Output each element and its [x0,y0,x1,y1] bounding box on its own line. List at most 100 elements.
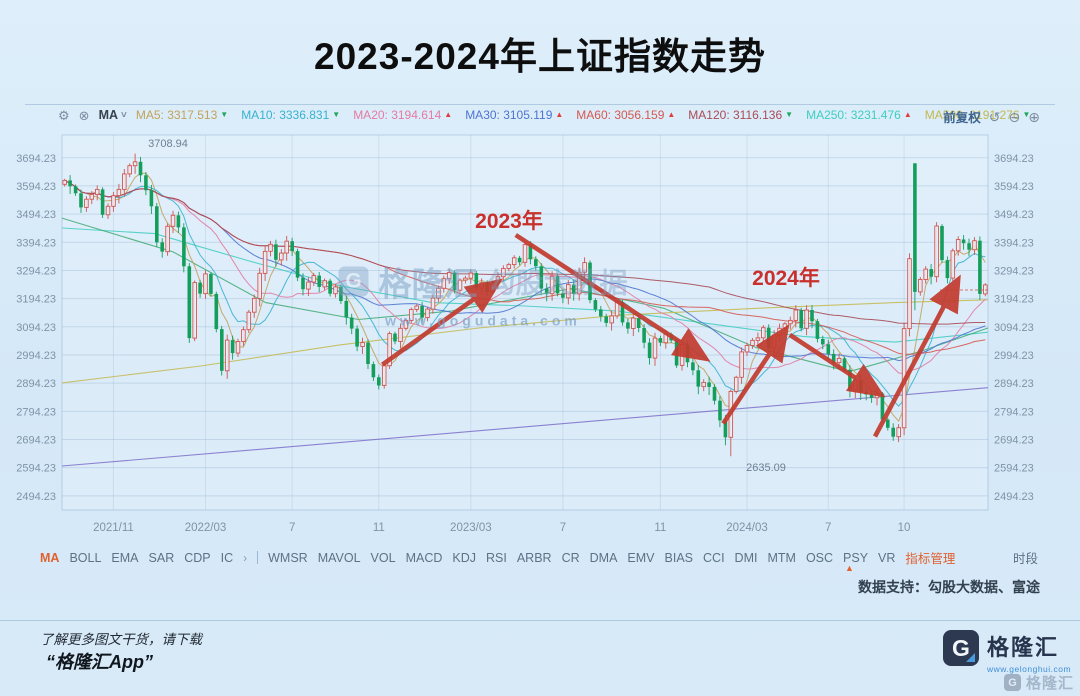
tab-cci[interactable]: CCI [703,550,725,565]
tab-ic[interactable]: IC [220,550,234,565]
chart-toolbar: ⚙ ⊗ MA ˅ MA5: 3317.513 ▼ MA10: 3336.831 ▼ MA… [58,108,1030,122]
ma-legend-ma120: MA120: 3116.136 ▼ [688,108,793,122]
tab-rsi[interactable]: RSI [486,550,507,565]
ma-legend-text: MA120: 3116.136 [688,108,783,122]
svg-text:2023年: 2023年 [475,209,543,233]
ma-menu-label: MA [98,108,119,122]
cursor-pointer-icon: ▲ [845,563,854,573]
svg-text:2494.23: 2494.23 [994,491,1034,503]
ma-legend-text: MA500: 3191.276 [924,108,1020,122]
logo-letter: G [952,634,970,661]
ma-legend-text: MA60: 3056.159 [576,108,665,122]
top-divider [25,104,1055,105]
tab-boll[interactable]: BOLL [69,550,102,565]
svg-text:2594.23: 2594.23 [16,463,56,475]
tab-kdj[interactable]: KDJ [452,550,476,565]
triangle-down-icon: ▼ [1022,110,1031,119]
period-button[interactable]: 时段 [1012,552,1038,566]
svg-text:2694.23: 2694.23 [16,434,56,446]
gelonghui-logo: G 格隆汇 www.gelonghui.com [943,630,1071,674]
zoom-in-icon[interactable]: ⊕ [1028,108,1040,125]
tab-sar[interactable]: SAR [148,550,175,565]
svg-text:3394.23: 3394.23 [994,237,1034,249]
tab-cdp[interactable]: CDP [184,550,211,565]
tab-vr[interactable]: VR [878,550,896,565]
tab-dmi[interactable]: DMI [734,550,758,565]
svg-text:3694.23: 3694.23 [16,153,56,165]
svg-text:2894.23: 2894.23 [16,378,56,390]
svg-text:3294.23: 3294.23 [16,265,56,277]
ma-legend-list: MA5: 3317.513 ▼ MA10: 3336.831 ▼ MA20: 3194.… [136,108,1031,122]
triangle-up-icon: ▲ [903,110,912,119]
svg-text:2635.09: 2635.09 [746,462,786,474]
tab-emv[interactable]: EMV [627,550,655,565]
svg-text:3708.94: 3708.94 [148,138,188,150]
footer-divider [0,620,1080,621]
svg-text:2024/03: 2024/03 [726,522,768,534]
svg-text:2022/03: 2022/03 [185,522,227,534]
svg-text:3094.23: 3094.23 [16,322,56,334]
svg-text:7: 7 [825,522,831,534]
chevron-down-icon: ˅ [121,109,127,121]
triangle-up-icon: ▲ [555,110,564,119]
triangle-down-icon: ▼ [785,110,794,119]
ma-legend-text: MA250: 3231.476 [806,108,901,122]
triangle-down-icon: ▼ [220,110,229,119]
reset-view-icon[interactable]: ↺ [988,108,1001,125]
ma-legend-ma60: MA60: 3056.159 ▲ [576,108,675,122]
svg-text:3594.23: 3594.23 [16,181,56,193]
svg-text:10: 10 [898,522,911,534]
ma-legend-text: MA30: 3105.119 [465,108,553,122]
ma-legend-ma20: MA20: 3194.614 ▲ [353,108,452,122]
footer-app-name: “格隆汇App” [46,652,153,672]
ma-legend-ma500: MA500: 3191.276 ▼ [925,108,1031,122]
ma-legend-ma10: MA10: 3336.831 ▼ [241,108,340,122]
svg-text:3594.23: 3594.23 [994,181,1034,193]
indicator-tab-bar: MA BOLL EMA SAR CDP IC › WMSR MAVOL VOL MACD KDJ RSI… [40,548,955,567]
ma-legend-ma5: MA5: 3317.513 ▼ [136,108,228,122]
svg-text:2494.23: 2494.23 [16,491,56,503]
tab-mavol[interactable]: MAVOL [317,550,361,565]
tab-macd[interactable]: MACD [405,550,443,565]
more-indicators-chevron-icon[interactable]: › [243,550,248,565]
svg-text:2694.23: 2694.23 [994,434,1034,446]
hide-indicator-icon[interactable]: ⊗ [78,107,90,123]
tab-arbr[interactable]: ARBR [516,550,552,565]
svg-text:3494.23: 3494.23 [16,209,56,221]
svg-text:11: 11 [654,522,666,534]
ma-legend-text: MA5: 3317.513 [135,108,218,122]
logo-arrow-icon [966,653,975,662]
ma-indicator-menu[interactable]: MA ˅ [99,108,127,122]
tab-osc[interactable]: OSC [805,550,834,565]
tab-vol[interactable]: VOL [370,550,396,565]
tab-dma[interactable]: DMA [589,550,618,565]
svg-text:3194.23: 3194.23 [994,294,1034,306]
tab-bias[interactable]: BIAS [664,550,694,565]
svg-text:2994.23: 2994.23 [994,350,1034,362]
indicator-manage-button[interactable]: 指标管理 [905,552,956,566]
ma-legend-ma250: MA250: 3231.476 ▲ [806,108,912,122]
svg-text:2794.23: 2794.23 [994,406,1034,418]
settings-gear-icon[interactable]: ⚙ [58,107,70,123]
tab-psy[interactable]: PSY [843,550,869,565]
svg-text:3394.23: 3394.23 [16,237,56,249]
tab-ema[interactable]: EMA [111,550,139,565]
zoom-out-icon[interactable]: ⊖ [1008,108,1021,125]
gelonghui-logo-icon: G [943,630,979,666]
tab-divider [257,551,259,564]
forward-adjust-button[interactable]: 前复权 [943,111,981,125]
svg-text:2994.23: 2994.23 [16,350,56,362]
tab-wmsr[interactable]: WMSR [268,550,308,565]
tab-mtm[interactable]: MTM [767,550,796,565]
data-support-note: 数据支持：勾股大数据、富途 [858,579,1040,595]
tab-cr[interactable]: CR [561,550,580,565]
page-title: 2023-2024年上证指数走势 [314,36,766,77]
svg-text:2023/03: 2023/03 [450,522,492,534]
svg-text:11: 11 [373,522,385,534]
svg-text:2894.23: 2894.23 [994,378,1034,390]
svg-text:3094.23: 3094.23 [994,322,1034,334]
svg-text:2024年: 2024年 [752,266,820,290]
tab-ma[interactable]: MA [40,550,60,565]
